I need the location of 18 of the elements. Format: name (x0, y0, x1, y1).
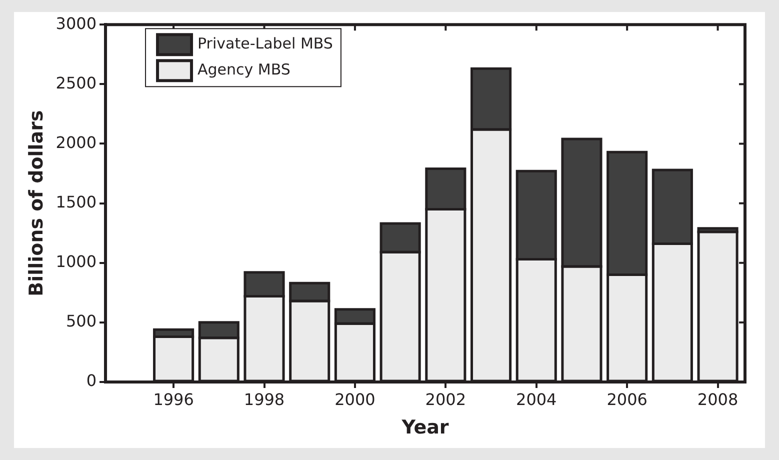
legend-label: Private-Label MBS (198, 34, 333, 52)
y-tick-label: 1500 (56, 192, 97, 212)
x-axis-title: Year (400, 416, 450, 439)
x-tick-label: 1998 (244, 390, 285, 409)
legend-label: Agency MBS (198, 60, 290, 78)
y-tick-label: 1000 (56, 252, 97, 272)
y-axis-title: Billions of dollars (25, 110, 48, 296)
y-tick-label: 0 (86, 371, 97, 390)
x-tick-label: 2006 (606, 390, 648, 409)
y-tick-label: 3000 (56, 14, 97, 33)
y-tick-label: 2000 (56, 132, 97, 152)
x-tick-label: 2000 (334, 390, 376, 409)
x-tick-label: 2004 (516, 390, 557, 409)
x-tick-label: 2008 (697, 390, 738, 409)
y-tick-label: 2500 (56, 73, 97, 92)
x-tick-label: 1996 (153, 390, 194, 409)
x-tick-label: 2002 (425, 390, 466, 409)
y-tick-label: 500 (66, 312, 97, 331)
